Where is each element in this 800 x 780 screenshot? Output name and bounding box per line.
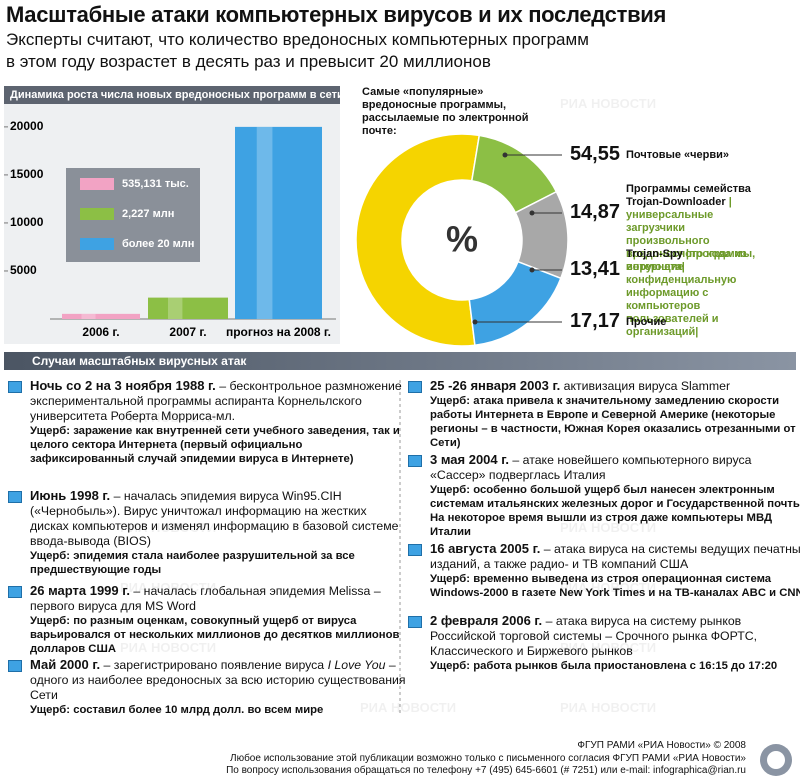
- donut-category-label: Почтовые «черви»: [626, 149, 730, 161]
- leader-dot: [502, 152, 508, 158]
- x-tick-label: 2006 г.: [82, 325, 119, 339]
- watermark: РИА НОВОСТИ: [560, 96, 657, 111]
- donut-slice: [468, 260, 562, 347]
- event: 3 мая 2004 г. – атаке новейшего компьюте…: [408, 452, 800, 539]
- donut-category-label: Прочие: [626, 316, 667, 328]
- event-date: 16 августа 2005 г.: [430, 541, 541, 556]
- event-damage: Ущерб: особенно большой ущерб был нанесе…: [430, 484, 800, 538]
- event-text: – началась глобальная эпидемия Melissa –…: [30, 584, 381, 613]
- event-date: Май 2000 г.: [30, 657, 101, 672]
- donut-category-label: Программы семейства Trojan-Downloader |у…: [626, 183, 751, 273]
- event: 26 марта 1999 г. – началась глобальная э…: [8, 583, 408, 656]
- value-label: 2,227 млн: [122, 208, 174, 220]
- event-date: 26 марта 1999 г.: [30, 583, 130, 598]
- watermark: РИА НОВОСТИ: [120, 640, 217, 655]
- footer-line: Любое использование этой публикации возм…: [230, 753, 746, 764]
- copyright: ФГУП РАМИ «РИА Новости» © 2008: [577, 740, 746, 751]
- bullet: [408, 381, 422, 393]
- legend-swatch: [80, 208, 114, 220]
- watermark: РИА НОВОСТИ: [560, 520, 657, 535]
- subtitle: в этом году возрастет в десять раз и пре…: [6, 52, 491, 71]
- event-damage: Ущерб: работа рынков была приостановлена…: [430, 660, 778, 672]
- bullet: [8, 660, 22, 672]
- event-text: – зарегистрировано появление вируса: [100, 658, 328, 672]
- event-date: 2 февраля 2006 г.: [430, 613, 543, 628]
- event-damage: Ущерб: эпидемия стала наиболее разрушите…: [30, 550, 355, 576]
- x-tick-label: прогноз на 2008 г.: [226, 325, 331, 339]
- bar: [148, 297, 228, 319]
- event-damage: Ущерб: заражение как внутренней сети уче…: [30, 425, 400, 465]
- event-text: – бесконтрольное размножение эксперимент…: [30, 379, 402, 423]
- bullet: [408, 616, 422, 628]
- bar-highlight: [81, 313, 96, 319]
- event: 2 февраля 2006 г. – атака вируса на сист…: [408, 613, 800, 673]
- event-damage: Ущерб: составил более 10 млрд долл. во в…: [30, 704, 324, 716]
- watermark: РИА НОВОСТИ: [360, 700, 457, 715]
- watermark: РИА НОВОСТИ: [560, 410, 657, 425]
- event-virus: I Love You: [327, 658, 386, 672]
- event: 16 августа 2005 г. – атака вируса на сис…: [408, 541, 800, 600]
- bar-highlight: [168, 297, 183, 319]
- watermark: РИА НОВОСТИ: [120, 520, 217, 535]
- donut-value-label: 13,41: [569, 258, 620, 280]
- donut-value-label: 54,55: [569, 143, 620, 165]
- event-damage: Ущерб: атака привела к значительному зам…: [430, 395, 796, 449]
- bullet: [8, 491, 22, 503]
- event-damage: Ущерб: по разным оценкам, совокупный уще…: [30, 615, 400, 655]
- donut-value-label: 17,17: [569, 310, 620, 332]
- bullet: [408, 455, 422, 467]
- event-text: – одного из наиболее вредоносных за всю …: [30, 658, 406, 702]
- event-text: – атака вируса на системы ведущих печатн…: [430, 542, 800, 571]
- section-title: Случаи масштабных вирусных атак: [4, 352, 796, 370]
- watermark: РИА НОВОСТИ: [120, 580, 217, 595]
- event: Ночь со 2 на 3 ноября 1988 г. – бесконтр…: [8, 378, 408, 466]
- event-text: активизация вируса Slammer: [560, 379, 731, 393]
- event-date: Июнь 1998 г.: [30, 488, 111, 503]
- donut-value-label: 14,87: [569, 201, 620, 223]
- watermark: РИА НОВОСТИ: [560, 700, 657, 715]
- bar-chart-title: Динамика роста числа новых вредоносных п…: [4, 86, 344, 104]
- event-date: Ночь со 2 на 3 ноября 1988 г.: [30, 378, 216, 393]
- donut-slice: [355, 133, 481, 347]
- donut-category-label: Trojan-Spy |программы, ворующие конфиден…: [626, 248, 756, 338]
- y-tick-label: 10000: [10, 215, 44, 229]
- event-text: – началась эпидемия вируса Win95.CIH («Ч…: [30, 489, 399, 548]
- bar-highlight: [256, 126, 273, 319]
- watermark: РИА НОВОСТИ: [560, 640, 657, 655]
- bar: [62, 313, 140, 319]
- legend-swatch: [80, 238, 114, 250]
- leader-dot: [529, 210, 535, 216]
- y-tick-label: 15000: [10, 167, 44, 181]
- legend-swatch: [80, 178, 114, 190]
- donut-chart-title: Самые «популярные» вредоносные программы…: [362, 86, 529, 137]
- event: Май 2000 г. – зарегистрировано появление…: [8, 657, 408, 717]
- event-damage: Ущерб: временно выведена из строя операц…: [430, 573, 800, 599]
- leader-dot: [529, 267, 535, 273]
- bar: [235, 126, 322, 319]
- bullet: [8, 381, 22, 393]
- subtitle: Эксперты считают, что количество вредоно…: [6, 30, 589, 49]
- event: 25 -26 января 2003 г. активизация вируса…: [408, 378, 800, 450]
- y-tick-label: 20000: [10, 119, 44, 133]
- value-label: более 20 млн: [122, 238, 194, 250]
- center-label: %: [446, 219, 478, 260]
- event-text: – атаке новейшего компьютерного вируса «…: [430, 453, 752, 482]
- footer-line: По вопросу использования обращаться по т…: [226, 765, 746, 776]
- value-label: 535,131 тыс.: [122, 178, 189, 190]
- watermark: РИА НОВОСТИ: [560, 580, 657, 595]
- x-tick-label: 2007 г.: [169, 325, 206, 339]
- leader-dot: [472, 319, 478, 325]
- bullet: [408, 544, 422, 556]
- watermark: РИА НОВОСТИ: [120, 410, 217, 425]
- page-title: Масштабные атаки компьютерных вирусов и …: [6, 2, 667, 27]
- event-date: 3 мая 2004 г.: [430, 452, 509, 467]
- event: Июнь 1998 г. – началась эпидемия вируса …: [8, 488, 408, 577]
- event-text: – атака вируса на систему рынков Российс…: [430, 614, 758, 658]
- bullet: [8, 586, 22, 598]
- y-tick-label: 5000: [10, 263, 37, 277]
- event-date: 25 -26 января 2003 г.: [430, 378, 561, 393]
